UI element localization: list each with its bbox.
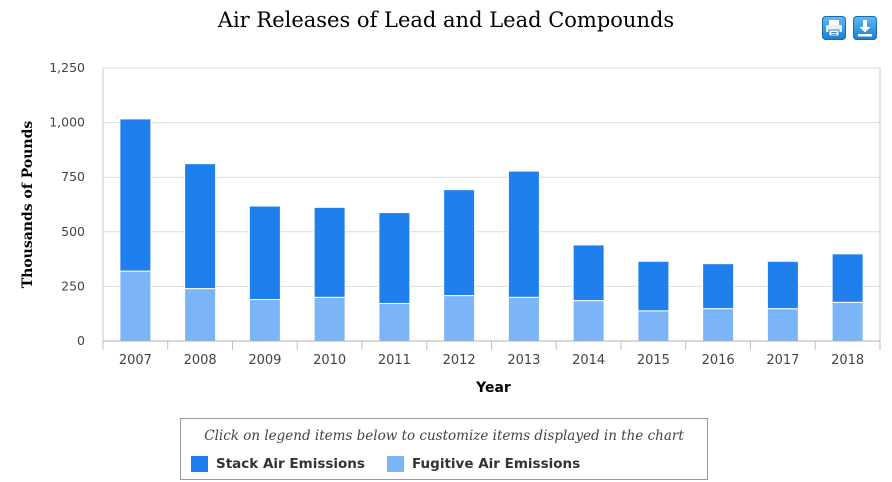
bar-stack-2018[interactable] <box>831 253 864 303</box>
bar-stack-2016[interactable] <box>702 263 735 310</box>
bar-stack-2013[interactable] <box>507 170 540 298</box>
bar-fugitive-2013[interactable] <box>507 296 540 342</box>
y-tick-label: 0 <box>77 333 85 348</box>
x-tick-label: 2009 <box>248 353 281 368</box>
x-tick-label: 2016 <box>702 353 735 368</box>
bar-stack-2011[interactable] <box>378 212 411 304</box>
bar-stack-2008[interactable] <box>184 163 217 290</box>
bar-stack-2012[interactable] <box>443 189 476 297</box>
bar-fugitive-2008[interactable] <box>184 288 217 342</box>
legend-note: Click on legend items below to customize… <box>204 428 684 444</box>
x-tick-label: 2012 <box>443 353 476 368</box>
x-tick-label: 2007 <box>119 353 152 368</box>
x-tick-label: 2013 <box>507 353 540 368</box>
y-tick-label: 250 <box>61 278 85 293</box>
bar-stack-2015[interactable] <box>637 260 670 312</box>
x-tick-label: 2017 <box>766 353 799 368</box>
printer-icon <box>826 20 842 37</box>
bar-stack-2017[interactable] <box>766 260 799 310</box>
x-axis-label: Year <box>475 380 511 396</box>
bar-fugitive-2009[interactable] <box>248 299 281 342</box>
legend: Click on legend items below to customize… <box>180 418 708 480</box>
legend-item-stack[interactable]: Stack Air Emissions <box>191 456 365 472</box>
download-icon <box>858 20 872 37</box>
bar-stack-2007[interactable] <box>119 118 152 272</box>
legend-label-stack: Stack Air Emissions <box>216 456 365 472</box>
bar-stack-2010[interactable] <box>313 206 346 298</box>
bar-fugitive-2014[interactable] <box>572 300 605 342</box>
bar-fugitive-2012[interactable] <box>443 295 476 342</box>
legend-item-fugitive[interactable]: Fugitive Air Emissions <box>387 456 580 472</box>
chart-title: Air Releases of Lead and Lead Compounds <box>217 8 675 32</box>
x-tick-label: 2014 <box>572 353 605 368</box>
x-tick-label: 2018 <box>831 353 864 368</box>
bar-fugitive-2015[interactable] <box>637 310 670 342</box>
y-tick-label: 1,000 <box>49 115 85 130</box>
print-button[interactable] <box>822 16 846 40</box>
bar-stack-2009[interactable] <box>248 205 281 301</box>
bar-fugitive-2018[interactable] <box>831 301 864 342</box>
bar-fugitive-2011[interactable] <box>378 302 411 342</box>
chart-area: 0 250 500 750 1,000 1,250 Thousands of Pounds 2… <box>20 60 881 396</box>
x-tick-label: 2010 <box>313 353 346 368</box>
y-tick-label: 1,250 <box>49 60 85 75</box>
x-tick-label: 2011 <box>378 353 411 368</box>
x-tick-label: 2015 <box>637 353 670 368</box>
plot-border <box>102 67 881 342</box>
bar-fugitive-2010[interactable] <box>313 296 346 342</box>
bar-fugitive-2017[interactable] <box>766 308 799 342</box>
download-button[interactable] <box>853 16 877 40</box>
y-tick-label: 500 <box>61 224 85 239</box>
legend-swatch-fugitive <box>387 456 404 472</box>
y-tick-label: 750 <box>61 169 85 184</box>
legend-label-fugitive: Fugitive Air Emissions <box>412 456 581 472</box>
x-tick-label: 2008 <box>184 353 217 368</box>
bar-fugitive-2007[interactable] <box>119 270 152 342</box>
bar-fugitive-2016[interactable] <box>702 308 735 342</box>
legend-swatch-stack <box>191 456 208 472</box>
bar-stack-2014[interactable] <box>572 244 605 302</box>
y-axis-label: Thousands of Pounds <box>20 121 36 289</box>
